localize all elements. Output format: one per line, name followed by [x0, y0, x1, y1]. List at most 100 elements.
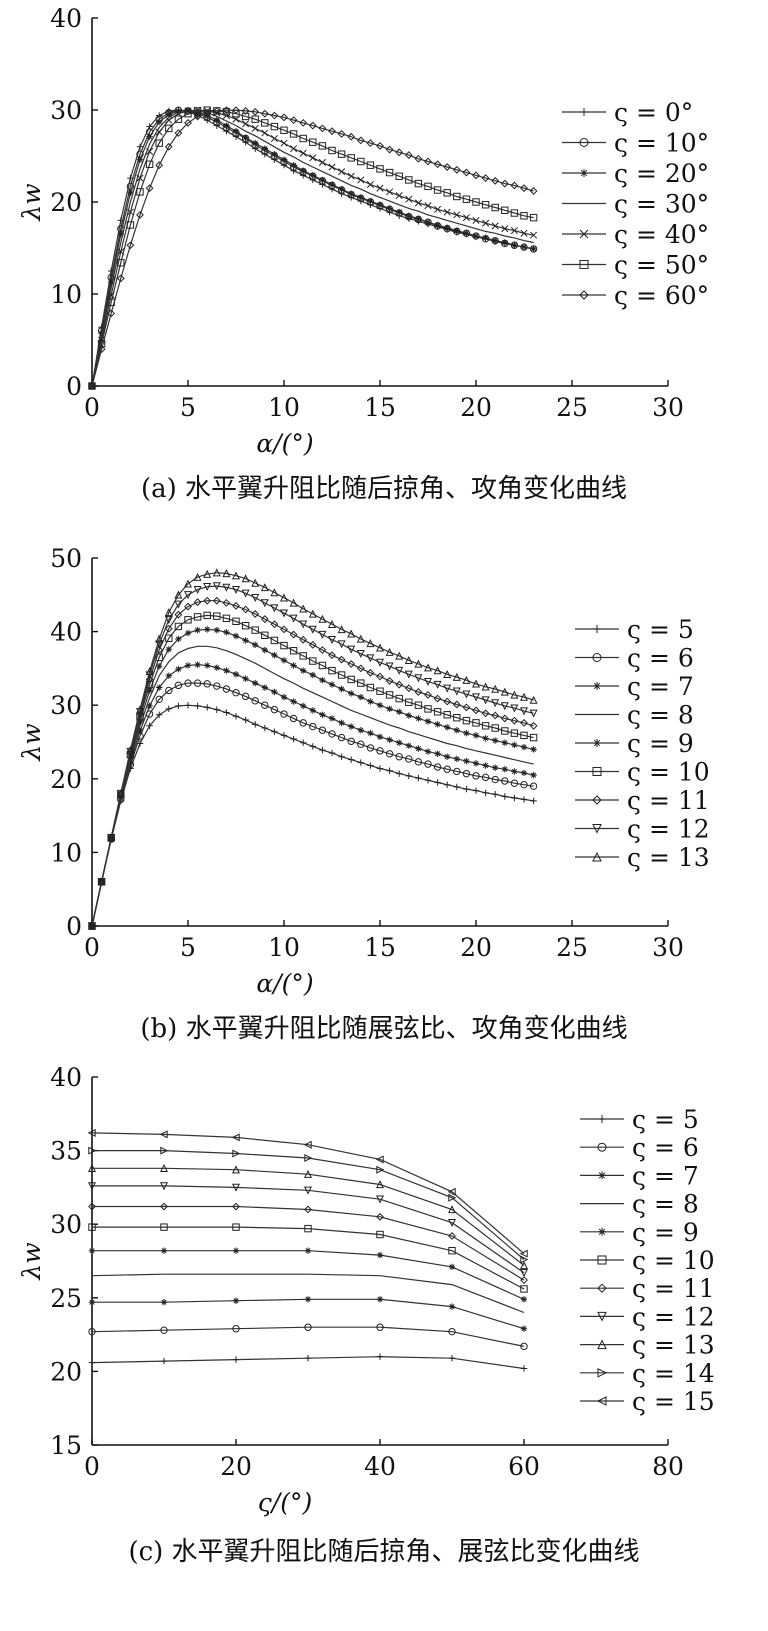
data-point — [520, 243, 528, 251]
data-point — [386, 188, 394, 196]
data-point — [520, 780, 528, 789]
y-tick-label: 0 — [66, 372, 82, 401]
data-point — [510, 779, 519, 787]
series-4 — [88, 626, 537, 930]
data-point — [260, 109, 269, 118]
data-point — [271, 150, 278, 158]
legend-marker — [580, 108, 588, 116]
data-point — [136, 210, 144, 219]
legend-label: ς = 12 — [627, 815, 710, 844]
data-point — [126, 182, 135, 191]
legend-marker — [597, 1255, 607, 1265]
legend-label: ς = 15 — [632, 1387, 715, 1416]
data-point — [319, 676, 326, 684]
data-point — [88, 1223, 96, 1231]
series-7 — [87, 582, 538, 931]
data-point — [328, 681, 336, 688]
data-point — [501, 766, 508, 773]
x-tick-label: 5 — [180, 933, 196, 962]
legend-label: ς = 6 — [627, 644, 694, 673]
data-point — [232, 1202, 240, 1211]
data-point — [519, 1269, 529, 1278]
data-point — [88, 1247, 96, 1254]
data-point — [304, 1354, 312, 1362]
data-point — [348, 723, 355, 730]
data-point — [433, 160, 442, 169]
data-point — [194, 702, 201, 710]
data-point — [385, 677, 394, 685]
data-point — [472, 732, 480, 739]
data-point — [404, 151, 413, 159]
y-tick-label: 0 — [66, 912, 82, 941]
data-point — [308, 609, 317, 618]
data-point — [309, 138, 317, 146]
data-point — [88, 1327, 96, 1336]
legend-marker — [579, 138, 589, 147]
data-point — [260, 599, 269, 608]
data-point — [261, 724, 268, 732]
data-point — [309, 722, 317, 731]
data-point — [165, 124, 173, 133]
data-point — [155, 653, 163, 662]
x-tick-label: 25 — [556, 933, 588, 962]
data-point — [231, 571, 241, 580]
data-point — [529, 782, 538, 790]
data-point — [510, 704, 519, 713]
data-point — [261, 119, 269, 127]
data-point — [510, 690, 519, 699]
data-point — [318, 630, 327, 639]
chart-0: 0 5 10 15 20 25 30 0 10 20 30 40 α/(°) λw ς = 0°ς = 10… — [17, 4, 709, 504]
data-point — [348, 690, 355, 697]
data-point — [472, 171, 480, 180]
data-point — [443, 208, 451, 216]
data-point — [242, 120, 250, 128]
legend-marker — [598, 1227, 606, 1236]
data-point — [159, 1182, 169, 1191]
series-line — [92, 1250, 525, 1300]
legend-label: ς = 40° — [614, 220, 709, 249]
chart-caption: (a) 水平翼升阻比随后掠角、攻角变化曲线 — [141, 474, 627, 504]
data-point — [155, 128, 163, 136]
data-point — [347, 645, 356, 654]
data-point — [241, 692, 250, 701]
data-point — [424, 748, 432, 755]
series-3 — [91, 645, 534, 927]
data-point — [395, 651, 404, 660]
data-point — [395, 192, 403, 200]
data-point — [175, 635, 182, 643]
data-point — [367, 729, 374, 737]
legend-label: ς = 5 — [627, 615, 694, 644]
series-4 — [88, 106, 538, 390]
data-point — [501, 239, 508, 246]
data-point — [300, 167, 307, 174]
legend-label: ς = 11 — [627, 786, 710, 815]
legend-label: ς = 13 — [627, 843, 710, 872]
data-point — [309, 657, 317, 665]
data-point — [463, 230, 470, 237]
data-point — [223, 709, 230, 716]
data-point — [471, 693, 481, 702]
data-point — [433, 708, 442, 716]
series-line — [91, 109, 534, 387]
data-point — [415, 215, 422, 222]
data-point — [232, 106, 240, 115]
data-point — [366, 744, 375, 752]
data-point — [529, 721, 538, 730]
data-point — [136, 174, 144, 182]
data-point — [481, 696, 490, 705]
series-0 — [88, 702, 537, 930]
y-tick-label: 30 — [50, 691, 82, 720]
data-point — [193, 107, 202, 115]
data-point — [423, 677, 433, 686]
x-tick-label: 5 — [180, 393, 196, 422]
legend-label: ς = 9 — [632, 1218, 699, 1247]
data-point — [241, 574, 250, 583]
data-point — [510, 209, 519, 217]
data-point — [88, 1359, 96, 1366]
data-point — [338, 685, 345, 693]
data-point — [223, 629, 230, 636]
data-point — [242, 134, 249, 141]
series-line — [91, 109, 534, 387]
series-line — [92, 1167, 525, 1266]
data-point — [529, 733, 538, 742]
